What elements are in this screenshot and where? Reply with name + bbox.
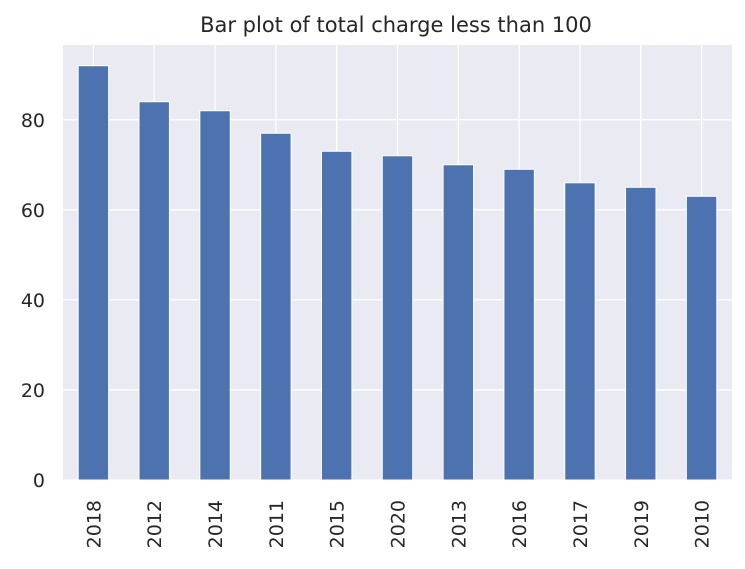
y-tick-labels: 0 20 40 60 80 [21, 110, 45, 492]
x-tick-label: 2019 [631, 500, 653, 548]
x-tick-label: 2020 [388, 500, 410, 548]
y-tick-label: 80 [21, 110, 45, 132]
chart-title: Bar plot of total charge less than 100 [200, 13, 592, 37]
bar-2013 [442, 164, 475, 481]
bar-2012 [138, 101, 170, 481]
bar-2019 [625, 186, 657, 481]
y-tick-label: 20 [21, 380, 45, 402]
x-tick-label: 2012 [144, 500, 166, 548]
bar-2016 [503, 168, 535, 481]
bar-2020 [381, 155, 414, 481]
x-tick-label: 2011 [266, 500, 288, 548]
bars [77, 65, 718, 481]
x-tick-labels: 2018 2012 2014 2011 2015 2020 2013 2016 2017 2019… [83, 500, 713, 548]
x-tick-label: 2014 [205, 500, 227, 548]
x-tick-label: 2015 [327, 500, 349, 548]
x-tick-label: 2010 [692, 500, 714, 548]
y-tick-label: 60 [21, 200, 45, 222]
x-tick-label: 2013 [448, 500, 470, 548]
bar-2011 [260, 132, 292, 481]
x-tick-label: 2017 [570, 500, 592, 548]
bar-2015 [320, 150, 353, 481]
bar-2018 [77, 65, 110, 481]
x-tick-label: 2018 [83, 500, 105, 548]
x-tick-label: 2016 [509, 500, 531, 548]
y-tick-label: 40 [21, 290, 45, 312]
bar-2010 [685, 195, 718, 481]
y-tick-label: 0 [33, 470, 45, 492]
bar-2014 [199, 110, 231, 481]
bar-2017 [564, 182, 596, 481]
